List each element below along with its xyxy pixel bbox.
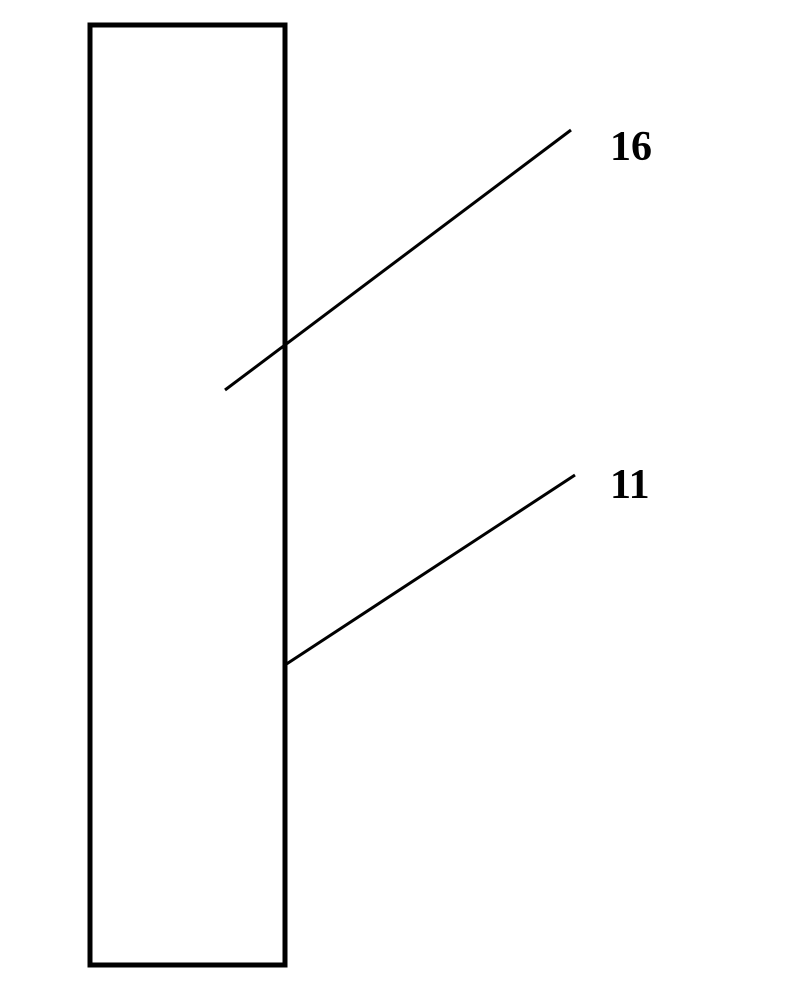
- leader-11-line: [285, 475, 575, 665]
- leader-16-label: 16: [610, 124, 652, 170]
- leader-11-label: 11: [610, 462, 650, 508]
- main-rectangle: [90, 25, 285, 965]
- diagram-canvas: 1611: [0, 0, 789, 1000]
- leader-lines-group: 1611: [225, 124, 652, 665]
